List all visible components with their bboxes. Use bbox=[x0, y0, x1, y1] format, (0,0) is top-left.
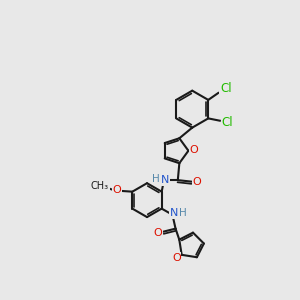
Text: O: O bbox=[172, 253, 181, 263]
Text: N: N bbox=[161, 175, 170, 185]
Text: O: O bbox=[154, 228, 162, 238]
Text: Cl: Cl bbox=[222, 116, 233, 129]
Text: H: H bbox=[179, 208, 187, 218]
Text: O: O bbox=[112, 185, 121, 195]
Text: CH₃: CH₃ bbox=[91, 181, 109, 191]
Text: Cl: Cl bbox=[220, 82, 232, 95]
Text: H: H bbox=[152, 174, 160, 184]
Text: O: O bbox=[193, 177, 201, 187]
Text: O: O bbox=[189, 145, 198, 155]
Text: N: N bbox=[170, 208, 178, 218]
